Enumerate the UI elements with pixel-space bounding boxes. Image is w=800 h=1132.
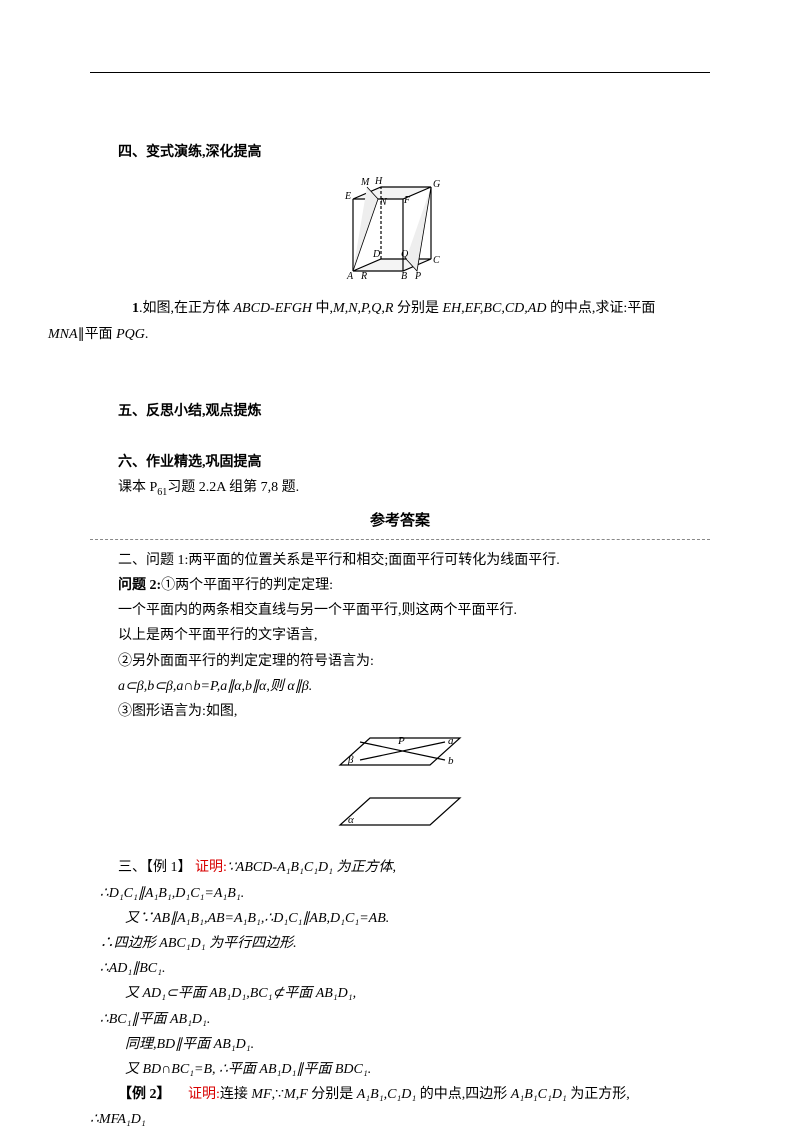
- answer-q2-line3: 以上是两个平面平行的文字语言,: [90, 623, 710, 648]
- ex2-edges: A₁B₁,C₁D₁: [357, 1087, 417, 1102]
- svg-text:F: F: [403, 195, 411, 206]
- ex2-t1: 连接: [220, 1087, 252, 1102]
- parallel-sym: ∥: [78, 327, 85, 342]
- ex1-l2: 又∵AB∥A₁B₁,AB=A₁B₁,∴D₁C₁∥AB,D₁C₁=AB.: [90, 906, 710, 931]
- txt: .: [145, 327, 149, 342]
- svg-text:C: C: [433, 255, 440, 266]
- ex1-l1: ∴D₁C₁∥A₁B₁,D₁C₁=A₁B₁.: [90, 881, 710, 906]
- answer-q1: 二、问题 1:两平面的位置关系是平行和相交;面面平行可转化为线面平行.: [90, 548, 710, 573]
- planes-svg: β P a b α: [320, 730, 480, 840]
- answer-q2-symbolic: a⊂β,b⊂β,a∩b=P,a∥α,b∥α,则 α∥β.: [90, 674, 710, 699]
- ex2-mf: MF: [251, 1087, 271, 1102]
- ex2-t5: 为正方形,: [567, 1087, 630, 1102]
- point-list: M,N,P,Q,R: [333, 301, 393, 316]
- svg-text:R: R: [360, 271, 367, 281]
- ex1-l5: 又 AD₁⊂平面 AB₁D₁,BC₁⊄平面 AB₁D₁,: [90, 981, 710, 1006]
- hw-page: 61: [157, 487, 167, 498]
- ex1-l0: ∵ABCD-A₁B₁C₁D₁ 为正方体,: [227, 860, 396, 875]
- svg-text:A: A: [346, 271, 354, 281]
- svg-text:H: H: [374, 176, 383, 187]
- svg-text:G: G: [433, 179, 440, 190]
- plane1: MNA: [48, 327, 78, 342]
- answer-q2-b2: ②另外面面平行的判定定理的符号语言为:: [90, 649, 710, 674]
- txt: .如图,在正方体: [139, 301, 234, 316]
- ex2-quad: A₁B₁C₁D₁: [511, 1087, 567, 1102]
- edge-list: EH,EF,BC,CD,AD: [442, 301, 546, 316]
- svg-text:b: b: [448, 755, 454, 767]
- txt: 的中点,求证:平面: [546, 301, 655, 316]
- q1-label: 二、问题 1:: [118, 553, 188, 568]
- top-horizontal-rule: [90, 72, 710, 73]
- svg-text:P: P: [414, 271, 421, 281]
- svg-text:Q: Q: [401, 249, 409, 260]
- problem-number: 1: [132, 301, 139, 316]
- ex1-l6: ∴BC₁∥平面 AB₁D₁.: [90, 1007, 710, 1032]
- q1-text: 两平面的位置关系是平行和相交;面面平行可转化为线面平行.: [188, 553, 559, 568]
- ex2-t4: 的中点,四边形: [416, 1087, 511, 1102]
- ex1-proof-word: 证明:: [195, 860, 227, 875]
- ex1-l3: ∴四边形 ABC₁D₁ 为平行四边形.: [90, 931, 710, 956]
- ex2-proof-word: 证明:: [188, 1087, 220, 1102]
- ex1-l8: 又 BD∩BC₁=B, ∴平面 AB₁D₁∥平面 BDC₁.: [90, 1057, 710, 1082]
- homework-line: 课本 P61习题 2.2A 组第 7,8 题.: [90, 475, 710, 502]
- svg-text:B: B: [401, 271, 407, 281]
- svg-text:P: P: [397, 735, 405, 747]
- ex2-heading: 【例 2】 证明:连接 MF,∵M,F 分别是 A₁B₁,C₁D₁ 的中点,四边…: [90, 1082, 710, 1107]
- section-6-heading: 六、作业精选,巩固提高: [90, 450, 710, 475]
- cube-diagram: A B C D E F G H M N P Q R: [90, 171, 710, 290]
- ex2-label: 【例 2】: [118, 1087, 174, 1102]
- svg-text:E: E: [344, 191, 351, 202]
- svg-text:D: D: [372, 249, 381, 260]
- section-4-problem: 1.如图,在正方体 ABCD-EFGH 中,M,N,P,Q,R 分别是 EH,E…: [90, 296, 710, 346]
- txt: 分别是: [393, 301, 442, 316]
- ex1-l7: 同理,BD∥平面 AB₁D₁.: [90, 1032, 710, 1057]
- txt: 平面: [85, 327, 117, 342]
- q2-b1: ①两个平面平行的判定定理:: [161, 578, 333, 593]
- ex2-t3: 分别是: [308, 1087, 357, 1102]
- solid-name: ABCD-EFGH: [234, 301, 313, 316]
- section-4-heading: 四、变式演练,深化提高: [90, 140, 710, 165]
- hw-before: 课本 P: [118, 480, 157, 495]
- section-5-heading: 五、反思小结,观点提炼: [90, 399, 710, 424]
- ex1-l4: ∴AD₁∥BC₁.: [90, 956, 710, 981]
- ex2-pts: M,F: [284, 1087, 308, 1102]
- ex1-heading: 三、【例 1】 证明:∵ABCD-A₁B₁C₁D₁ 为正方体,: [90, 855, 710, 880]
- ex2-line2: ∴MFA₁D₁: [90, 1107, 710, 1132]
- answer-q2-label: 问题 2:①两个平面平行的判定定理:: [90, 573, 710, 598]
- svg-text:α: α: [348, 814, 354, 826]
- dashed-separator: [90, 539, 710, 540]
- planes-diagram: β P a b α: [90, 730, 710, 849]
- txt: 中,: [312, 301, 333, 316]
- svg-text:β: β: [347, 754, 354, 766]
- answer-q2-line2: 一个平面内的两条相交直线与另一个平面平行,则这两个平面平行.: [90, 598, 710, 623]
- q2-label: 问题 2:: [118, 578, 161, 593]
- answers-title: 参考答案: [90, 508, 710, 535]
- plane2: PQG: [116, 327, 145, 342]
- ex1-label: 三、【例 1】: [118, 860, 195, 875]
- cube-svg: A B C D E F G H M N P Q R: [325, 171, 475, 281]
- svg-text:N: N: [379, 197, 388, 208]
- svg-text:a: a: [448, 735, 454, 747]
- hw-after: 习题 2.2A 组第 7,8 题.: [167, 480, 299, 495]
- ex2-t2: ,∵: [272, 1087, 284, 1102]
- svg-text:M: M: [360, 177, 370, 188]
- answer-q2-b3: ③图形语言为:如图,: [90, 699, 710, 724]
